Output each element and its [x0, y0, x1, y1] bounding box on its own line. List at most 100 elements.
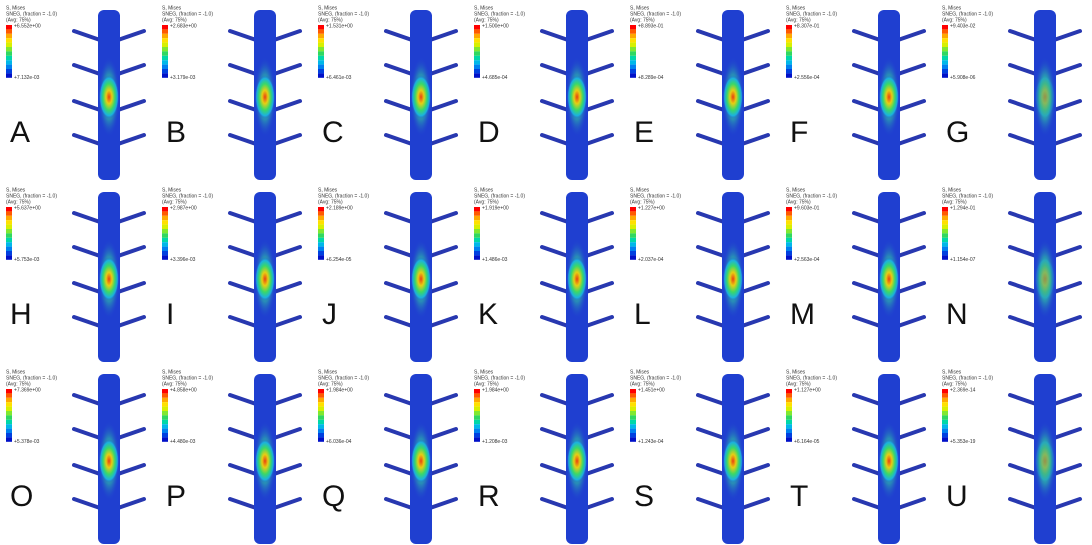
legend-swatch	[630, 47, 636, 51]
legend-swatch	[318, 207, 324, 211]
legend-swatch	[630, 56, 636, 60]
stress-core	[1035, 439, 1055, 483]
legend-swatch	[942, 393, 948, 397]
legend-swatch	[786, 389, 792, 393]
legend-swatch	[786, 51, 792, 55]
screw	[698, 429, 724, 438]
screw	[898, 65, 924, 74]
screw	[1010, 499, 1036, 508]
legend-swatch	[630, 393, 636, 397]
legend-swatch	[630, 43, 636, 47]
legend-swatch	[318, 247, 324, 251]
legend-max: +1.294e-01	[950, 205, 976, 211]
screw	[898, 317, 924, 326]
legend-swatch	[942, 38, 948, 42]
panel-label: C	[322, 116, 344, 149]
screw	[898, 465, 924, 474]
screw	[230, 135, 256, 144]
panel-label: G	[946, 116, 969, 149]
legend-swatch	[474, 415, 480, 419]
legend-swatch	[786, 43, 792, 47]
screw	[118, 317, 144, 326]
screw	[698, 499, 724, 508]
screw	[542, 31, 568, 40]
legend-swatch	[630, 415, 636, 419]
legend-swatch	[162, 433, 168, 437]
screw	[74, 101, 100, 110]
legend-swatch	[630, 433, 636, 437]
legend-swatch	[474, 65, 480, 69]
screw	[386, 135, 412, 144]
stress-core	[879, 439, 899, 483]
legend-swatch	[786, 247, 792, 251]
legend-swatch	[630, 38, 636, 42]
legend-swatch	[318, 25, 324, 29]
screw	[386, 499, 412, 508]
legend-swatch	[162, 247, 168, 251]
stress-core	[567, 439, 587, 483]
legend-swatch	[162, 216, 168, 220]
screw	[542, 429, 568, 438]
panel-label: B	[166, 116, 186, 149]
stress-core	[411, 75, 431, 119]
panel-label: M	[790, 298, 815, 331]
screw	[586, 395, 612, 404]
legend-swatch	[318, 398, 324, 402]
screw	[118, 429, 144, 438]
screw	[586, 317, 612, 326]
legend-swatch	[318, 51, 324, 55]
screw	[118, 247, 144, 256]
legend-swatch	[942, 207, 948, 211]
legend-swatch	[6, 233, 12, 237]
legend-swatch	[786, 207, 792, 211]
legend-swatch	[942, 242, 948, 246]
screw	[898, 283, 924, 292]
legend-swatch	[474, 47, 480, 51]
screw	[542, 65, 568, 74]
legend-swatch	[474, 60, 480, 64]
screw	[1054, 429, 1080, 438]
panel-label: A	[10, 116, 30, 149]
legend-max: +8.893e-01	[638, 23, 664, 29]
legend-min: +2.563e-04	[794, 257, 820, 263]
legend-swatch	[786, 25, 792, 29]
legend-max: +1.984e+00	[482, 387, 509, 393]
legend-swatch	[6, 25, 12, 29]
legend-swatch	[6, 420, 12, 424]
screw	[586, 65, 612, 74]
screw	[74, 465, 100, 474]
legend-swatch	[318, 56, 324, 60]
panel-label: D	[478, 116, 500, 149]
legend-swatch	[942, 73, 948, 77]
screw	[542, 499, 568, 508]
screw	[898, 213, 924, 222]
screw	[74, 317, 100, 326]
screw	[698, 65, 724, 74]
legend-min: +1.486e-03	[482, 257, 508, 263]
screw	[274, 499, 300, 508]
legend-swatch	[6, 220, 12, 224]
legend-swatch	[786, 238, 792, 242]
legend-swatch	[474, 38, 480, 42]
legend-swatch	[6, 247, 12, 251]
legend-swatch	[942, 47, 948, 51]
screw	[386, 31, 412, 40]
legend-swatch	[630, 251, 636, 255]
screw	[1010, 465, 1036, 474]
stress-core	[99, 75, 119, 119]
legend-swatch	[474, 407, 480, 411]
legend-max: +8.307e-01	[794, 23, 820, 29]
legend-max: +1.227e+00	[638, 205, 665, 211]
screw	[386, 247, 412, 256]
legend-swatch	[942, 411, 948, 415]
screw	[230, 101, 256, 110]
legend-swatch	[318, 73, 324, 77]
legend-min: +4.685e-04	[482, 75, 508, 81]
legend-swatch	[474, 238, 480, 242]
screw	[230, 31, 256, 40]
legend-swatch	[786, 242, 792, 246]
legend-swatch	[6, 411, 12, 415]
legend-max: +1.984e+00	[326, 387, 353, 393]
legend-max: +1.127e+00	[794, 387, 821, 393]
legend-swatch	[318, 420, 324, 424]
